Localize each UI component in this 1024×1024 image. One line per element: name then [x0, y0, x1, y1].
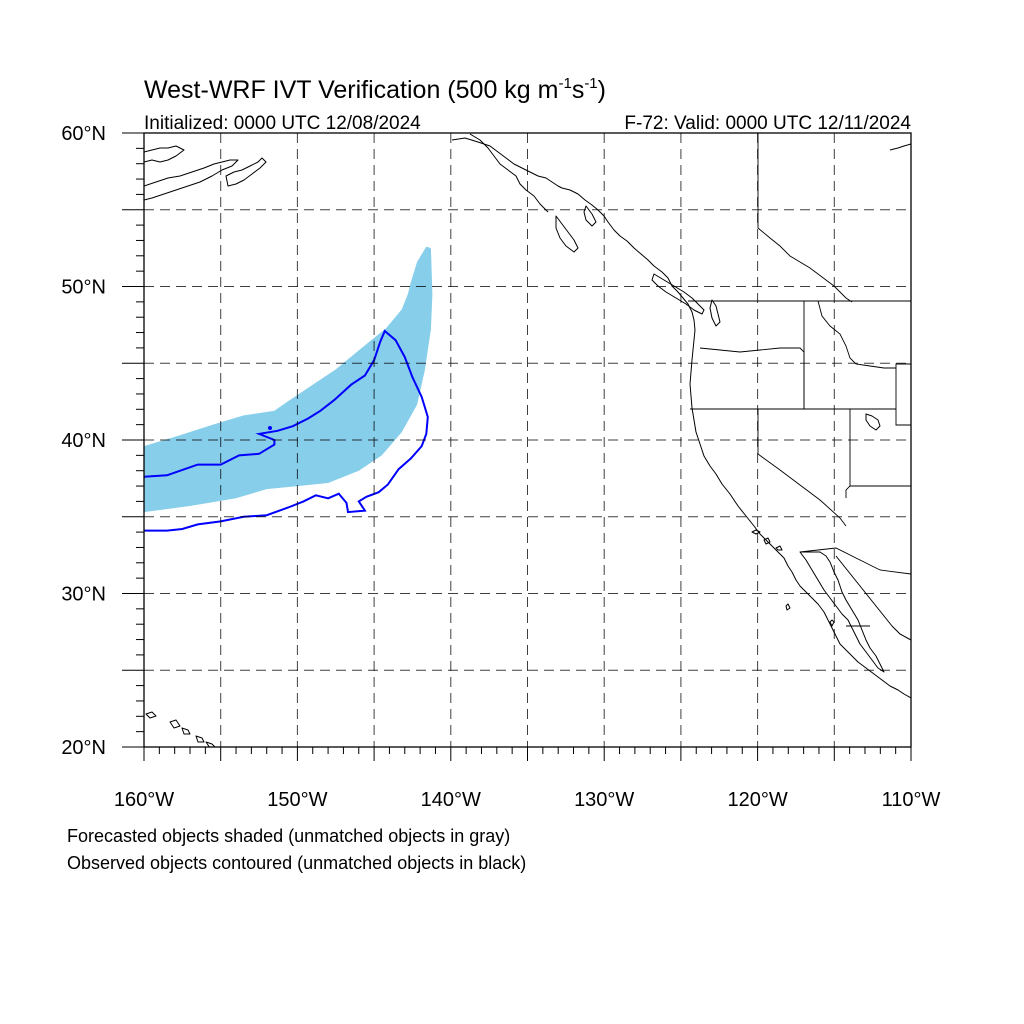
longitude-labels: 160°W 150°W 140°W 130°W 120°W 110°W: [114, 789, 941, 811]
lon-tick-label: 130°W: [574, 789, 634, 811]
observed-object-fragment: [268, 426, 272, 430]
observed-object: [144, 329, 429, 532]
map-title: West-WRF IVT Verification (500 kg m-1s-1…: [144, 75, 606, 104]
latitude-labels: 20°N 30°N 40°N 50°N 60°N: [61, 123, 106, 759]
legend-observed-note: Observed objects contoured (unmatched ob…: [67, 853, 526, 873]
lon-tick-label: 120°W: [727, 789, 787, 811]
lat-tick-label: 20°N: [61, 737, 106, 759]
lon-tick-label: 150°W: [267, 789, 327, 811]
map-content: [144, 133, 911, 747]
lat-tick-label: 40°N: [61, 430, 106, 452]
lon-tick-label: 160°W: [114, 789, 174, 811]
axis-ticks: [122, 132, 912, 761]
init-time-label: Initialized: 0000 UTC 12/08/2024: [144, 113, 421, 134]
forecast-object: [144, 246, 433, 513]
lat-tick-label: 30°N: [61, 584, 106, 606]
lon-tick-label: 110°W: [882, 789, 941, 811]
coastlines: [144, 133, 911, 747]
lon-tick-label: 140°W: [421, 789, 481, 811]
lat-tick-label: 60°N: [61, 123, 106, 145]
legend-forecast-note: Forecasted objects shaded (unmatched obj…: [67, 826, 510, 846]
gridlines: [144, 133, 911, 747]
lat-tick-label: 50°N: [61, 277, 106, 299]
valid-time-label: F-72: Valid: 0000 UTC 12/11/2024: [624, 113, 911, 134]
political-borders: [688, 133, 911, 627]
